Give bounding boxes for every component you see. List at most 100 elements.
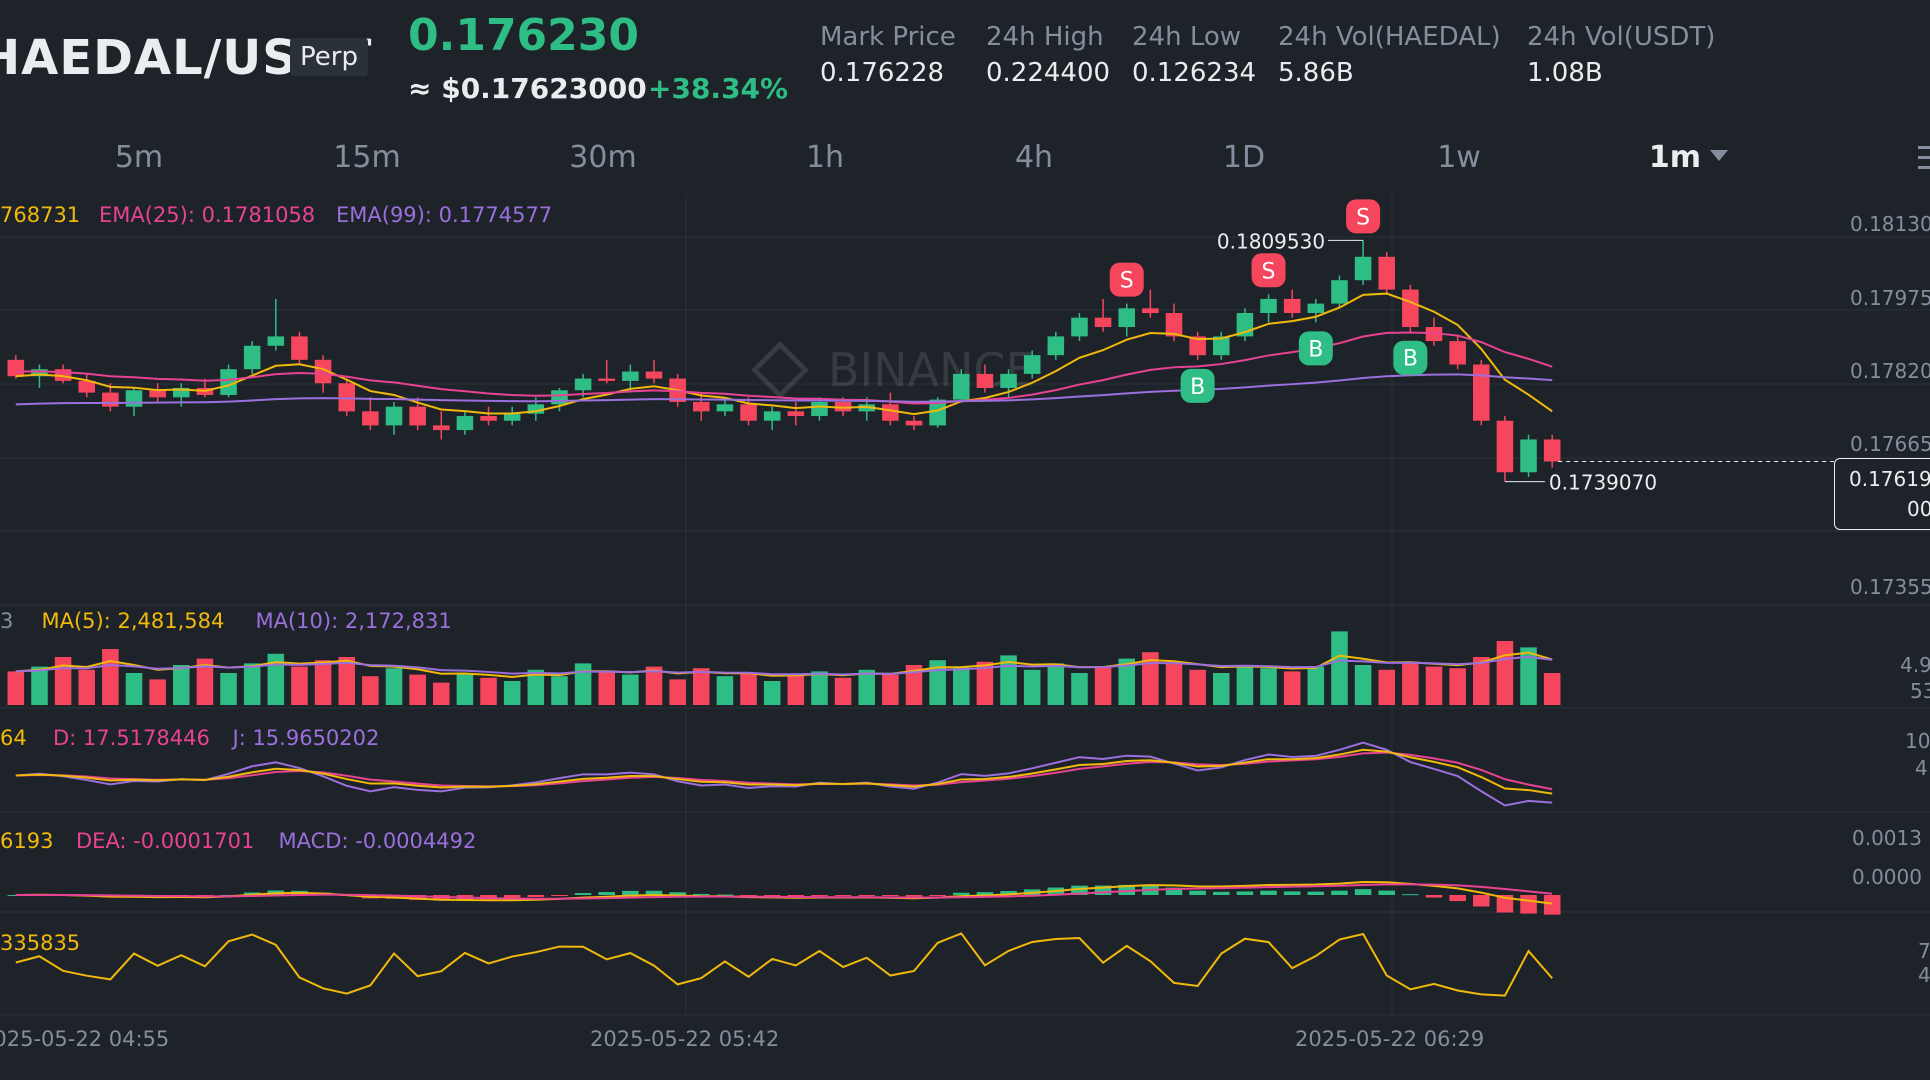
tab-interval-15m[interactable]: 15m: [333, 140, 401, 175]
macd-axis-tick: 0.0000: [1852, 865, 1922, 889]
candle-body: [811, 401, 828, 417]
volume-bar: [598, 671, 615, 705]
tab-interval-30m[interactable]: 30m: [569, 140, 637, 175]
candle-body: [787, 411, 805, 417]
volume-bar: [7, 671, 25, 705]
volume-bar: [574, 663, 592, 705]
candle-body: [1189, 336, 1206, 356]
volume-bar: [976, 661, 994, 705]
candle-body: [149, 390, 166, 398]
volume-bar: [905, 665, 923, 705]
candle-body: [78, 380, 95, 393]
volume-bar: [125, 673, 143, 705]
macd-histogram-bar: [1236, 891, 1254, 895]
sell-signal-marker: [1251, 253, 1286, 288]
tab-interval-1h[interactable]: 1h: [805, 140, 845, 175]
current-price-box: 0.17619 00: [1834, 458, 1930, 530]
macd-histogram-bar: [929, 895, 946, 896]
candle-body: [291, 336, 308, 360]
tab-interval-1w[interactable]: 1w: [1437, 140, 1481, 175]
volume-bar: [669, 679, 686, 705]
macd-histogram-bar: [1118, 884, 1135, 895]
buy-signal-label: B: [1308, 337, 1323, 362]
macd-histogram-bar: [1425, 895, 1443, 898]
volume-bar: [196, 658, 214, 705]
volume-bar: [1071, 673, 1088, 705]
volume-bar: [433, 682, 450, 705]
stat-24h-vol-quote: 24h Vol(USDT) 1.08B: [1527, 22, 1715, 88]
tab-interval-1m[interactable]: 1m: [1648, 140, 1702, 175]
volume-bar: [1496, 641, 1514, 705]
candle-body: [574, 378, 592, 391]
kdj-axis-tick: 10: [1905, 729, 1930, 753]
volume-bar: [716, 676, 734, 705]
kdj-k-line: [15, 748, 1553, 795]
menu-icon[interactable]: [1918, 146, 1930, 172]
volume-bar: [882, 674, 899, 705]
candle-body: [125, 390, 143, 407]
high-annotation: 0.1809530: [1217, 229, 1325, 253]
volume-legend: MA(10): 2,172,831: [256, 609, 452, 633]
stat-label: 24h High: [986, 22, 1104, 52]
stat-label: 24h Vol(HAEDAL): [1278, 22, 1501, 52]
macd-histogram-bar: [1449, 895, 1466, 902]
volume-bar: [243, 663, 261, 705]
tab-interval-5m[interactable]: 5m: [114, 140, 164, 175]
macd-histogram-bar: [811, 895, 828, 896]
kdj-axis-tick: 4: [1915, 756, 1928, 780]
macd-histogram-bar: [882, 895, 899, 896]
rsi-axis-tick: 7: [1918, 939, 1930, 963]
interval-tabs: 5m 15m 30m 1h 4h 1D 1w 1m: [0, 140, 1930, 180]
candle-body: [716, 404, 734, 412]
candle-body: [480, 416, 497, 421]
volume-bar: [409, 674, 426, 705]
volume-bar: [1213, 673, 1230, 705]
macd-histogram-bar: [1283, 891, 1301, 895]
stat-24h-high: 24h High 0.224400: [986, 22, 1110, 88]
volume-bar: [858, 669, 875, 705]
time-axis-label: 2025-05-22 05:42: [590, 1027, 779, 1051]
stat-value: 1.08B: [1527, 58, 1603, 88]
tab-interval-4h[interactable]: 4h: [1014, 140, 1054, 175]
volume-bar: [1023, 669, 1041, 705]
macd-histogram-bar: [1213, 891, 1230, 895]
volume-bar: [1425, 666, 1443, 705]
macd-histogram-bar: [7, 895, 25, 896]
macd-histogram-bar: [1094, 885, 1112, 895]
volume-bar: [267, 653, 285, 705]
candle-body: [1165, 312, 1183, 337]
macd-histogram-bar: [787, 895, 805, 897]
stat-value: 0.224400: [986, 58, 1111, 88]
volume-bar: [102, 649, 119, 705]
candle-body: [763, 411, 781, 421]
macd-histogram-bar: [503, 895, 521, 899]
candle-body: [1496, 420, 1514, 473]
buy-signal-label: B: [1190, 375, 1205, 400]
candle-body: [1331, 280, 1348, 304]
volume-bar: [1449, 668, 1466, 705]
last-price: 0.176230: [408, 10, 640, 61]
candle-body: [338, 383, 355, 412]
volume-bar: [740, 673, 757, 705]
macd-histogram-bar: [1378, 890, 1395, 895]
volume-bar: [1189, 669, 1206, 705]
candle-body: [976, 373, 994, 388]
stat-24h-low: 24h Low 0.126234: [1132, 22, 1256, 88]
candle-body: [409, 406, 426, 426]
volume-bar: [362, 676, 379, 705]
macd-histogram-bar: [858, 895, 875, 896]
caret-down-icon[interactable]: [1710, 150, 1728, 161]
macd-histogram-bar: [527, 895, 545, 897]
macd-histogram-bar: [598, 892, 615, 895]
volume-bar: [1000, 655, 1017, 705]
macd-dea-line: [15, 883, 1553, 900]
buy-signal-label: B: [1403, 347, 1418, 372]
kdj-legend: D: 17.5178446: [53, 726, 210, 750]
sell-signal-marker: [1109, 262, 1144, 297]
volume-bar: [1047, 663, 1065, 705]
candle-body: [1047, 336, 1065, 356]
tab-interval-1d[interactable]: 1D: [1222, 140, 1266, 175]
candle-body: [433, 425, 450, 431]
volume-bar: [953, 666, 970, 705]
